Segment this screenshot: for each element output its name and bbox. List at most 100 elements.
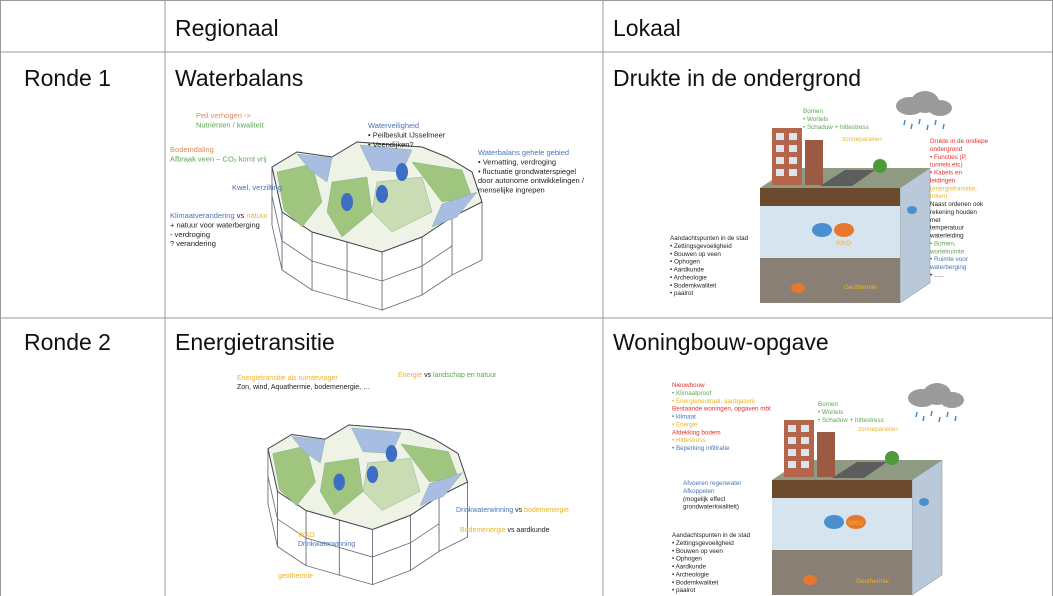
note-text: waterberging: [929, 264, 967, 271]
note-line: • paalrot: [672, 587, 695, 594]
note-line: • Kabels en: [930, 170, 962, 177]
note-text: • Wortels: [818, 409, 843, 416]
note-line: • Bouwen op veen: [672, 548, 723, 555]
note-line: temperatuur: [930, 225, 964, 232]
note-text: • Energie: [672, 421, 698, 428]
note-line: grondwaterkwaliteit): [683, 504, 739, 511]
note-line: Zon, wind, Aquathermie, bodemenergie, …: [237, 384, 370, 391]
note-line: WKO: [836, 240, 851, 247]
rain: [918, 118, 921, 125]
note-text: Geothermie: [856, 578, 889, 585]
note-line: Bodemenergie vs aardkunde: [460, 527, 550, 534]
note-line: Aandachtspunten in de stad: [670, 235, 749, 242]
note-text: Afkoppelen: [683, 488, 715, 495]
cloud: [940, 392, 964, 408]
note-text: (energietransitie,: [930, 185, 977, 192]
note-line: • fluctuatie grondwaterspiegel: [478, 167, 576, 176]
note-text: Bomen: [818, 401, 838, 408]
note-text: Nutriënten / kwaliteit: [196, 120, 264, 129]
note-line: Bodemdaling: [170, 145, 214, 154]
note-line: met: [930, 217, 941, 224]
note-text: Bodemdaling: [170, 145, 214, 154]
note-line: - verdroging: [170, 230, 210, 239]
note-text: • Schaduw + hittestress: [803, 124, 869, 131]
note-line: Drukte in de ondiepe: [930, 138, 989, 145]
window: [776, 169, 784, 176]
water-body: [385, 444, 398, 463]
building: [805, 140, 823, 185]
note-text: • klimaat: [672, 414, 696, 421]
map-layer: [271, 195, 453, 282]
note-line: • Energie: [672, 421, 698, 428]
column-header: Lokaal: [613, 15, 681, 41]
side-blue: [907, 206, 917, 214]
tree: [885, 451, 899, 465]
note-line: leidingen: [930, 177, 956, 184]
note-text: WKO: [836, 240, 851, 247]
rain: [903, 119, 906, 126]
note-text: bodemenergie: [524, 507, 569, 514]
note-line: • Wortels: [818, 409, 843, 416]
note-text: nolen): [930, 193, 948, 200]
note-line: • Bomen,: [930, 240, 956, 247]
note-line: Bestaande woningen, opgaven mbt: [672, 406, 771, 413]
note-text: • Zettingsgevoeligheid: [672, 540, 734, 547]
note-text: Drukte in de ondiepe: [930, 138, 989, 145]
note-text: • Ruimte voor: [930, 256, 968, 263]
note-text: • Peilbesluit IJsselmeer: [368, 130, 446, 139]
note-line: Klimaatverandering vs natuur: [170, 211, 268, 220]
note-text: • Klimaatproof: [672, 390, 712, 397]
map-patch: [431, 191, 478, 228]
note-line: • Functies (P,: [930, 154, 967, 161]
note-line: Aandachtspunten in de stad: [672, 532, 751, 539]
note-line: • Schaduw + hittestress: [803, 124, 869, 131]
note-text: Klimaatverandering: [170, 211, 235, 220]
map-patch: [296, 153, 333, 183]
rain: [922, 415, 925, 422]
note-text: vs: [506, 527, 517, 534]
window: [801, 425, 809, 432]
note-line: door autonome ontwikkelingen /: [478, 176, 585, 185]
note-text: ? verandering: [170, 239, 216, 248]
note-line: ? verandering: [170, 239, 216, 248]
soil-layer: [772, 480, 912, 498]
note-text: • Archeologie: [670, 274, 707, 281]
note-text: • Zettingsgevoeligheid: [670, 243, 732, 250]
note-line: • Archeologie: [670, 274, 707, 281]
cell-title: Woningbouw-opgave: [613, 329, 829, 355]
note-text: • Bomen,: [930, 240, 956, 247]
note-line: • Ophogen: [672, 556, 702, 563]
note-line: Geothermie: [856, 578, 889, 585]
deep-layer: [772, 550, 912, 595]
note-line: ondergrond: [930, 146, 963, 153]
cloud: [928, 100, 952, 116]
note-line: Nutriënten / kwaliteit: [196, 120, 264, 129]
note-text: geothermie: [278, 573, 313, 580]
note-line: (energietransitie,: [930, 185, 977, 192]
row-label: Ronde 2: [24, 329, 111, 355]
note-text: (mogelijk effect: [683, 496, 725, 503]
note-text: + natuur voor waterberging: [170, 220, 260, 229]
note-text: Afdekking bodem: [672, 429, 721, 436]
note-line: • Vernatting, verdroging: [478, 157, 556, 166]
note-line: geothermie: [278, 573, 313, 580]
rain: [910, 123, 913, 130]
rain: [942, 123, 945, 130]
note-text: Nieuwbouw: [672, 382, 705, 389]
note-line: • Archeologie: [672, 571, 709, 578]
note-line: Energie vs landschap en natuur: [398, 372, 497, 379]
note-text: Bomen: [803, 108, 823, 115]
note-line: • Wortels: [803, 116, 828, 123]
note-text: leidingen: [930, 177, 956, 184]
cell-title: Waterbalans: [175, 65, 303, 91]
note-line: Afbraak veen – CO₂ komt vrij: [170, 154, 267, 163]
rain: [938, 416, 941, 423]
note-text: zonnepanelen: [842, 136, 882, 143]
row-label: Ronde 1: [24, 65, 111, 91]
note-line: • Klimaatproof: [672, 390, 712, 397]
note-text: Afvoeren regenwater: [683, 480, 741, 487]
geo-orange: [791, 283, 805, 293]
note-text: Aandachtspunten in de stad: [670, 235, 749, 242]
window: [776, 145, 784, 152]
